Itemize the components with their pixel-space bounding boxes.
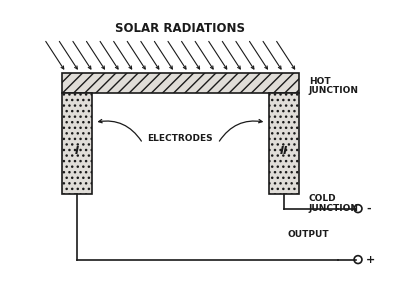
Text: SOLAR RADIATIONS: SOLAR RADIATIONS [115,22,246,35]
Text: I: I [75,146,79,156]
Text: II: II [280,146,288,156]
Text: JUNCTION: JUNCTION [309,87,359,96]
Text: OUTPUT: OUTPUT [288,230,329,239]
Bar [62,73,299,93]
Text: JUNCTION: JUNCTION [309,204,359,213]
Text: COLD: COLD [309,194,336,203]
Text: +: + [366,255,375,265]
Text: ELECTRODES: ELECTRODES [147,134,213,143]
Bar [62,93,92,194]
Text: -: - [366,204,370,214]
Text: HOT: HOT [309,77,330,86]
Bar [269,93,299,194]
